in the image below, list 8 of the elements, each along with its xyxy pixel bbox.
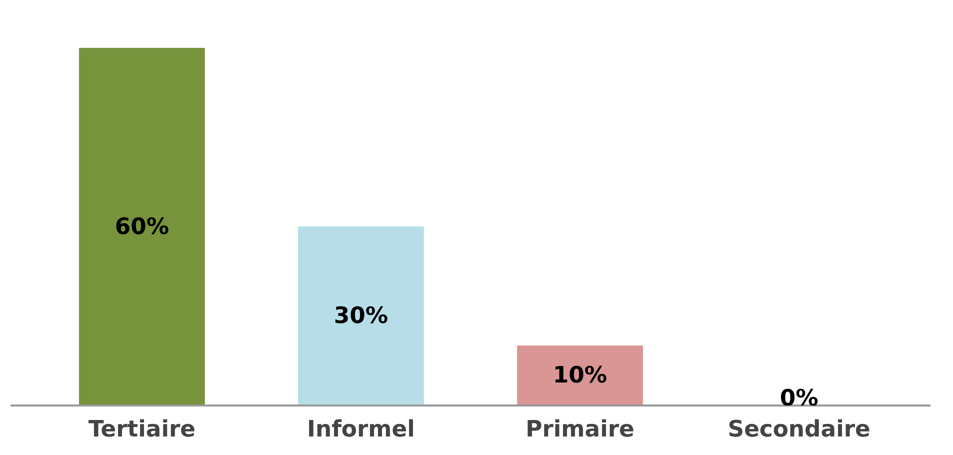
x-tick-label: Primaire [526,416,634,442]
data-label: 10% [552,362,608,389]
x-tick-label: Tertiaire [88,416,196,442]
x-tick-label: Informel [307,416,415,442]
data-label: 60% [114,214,170,240]
data-label: 0% [780,385,818,412]
data-label: 30% [334,303,388,330]
x-tick-label: Secondaire [728,416,870,442]
